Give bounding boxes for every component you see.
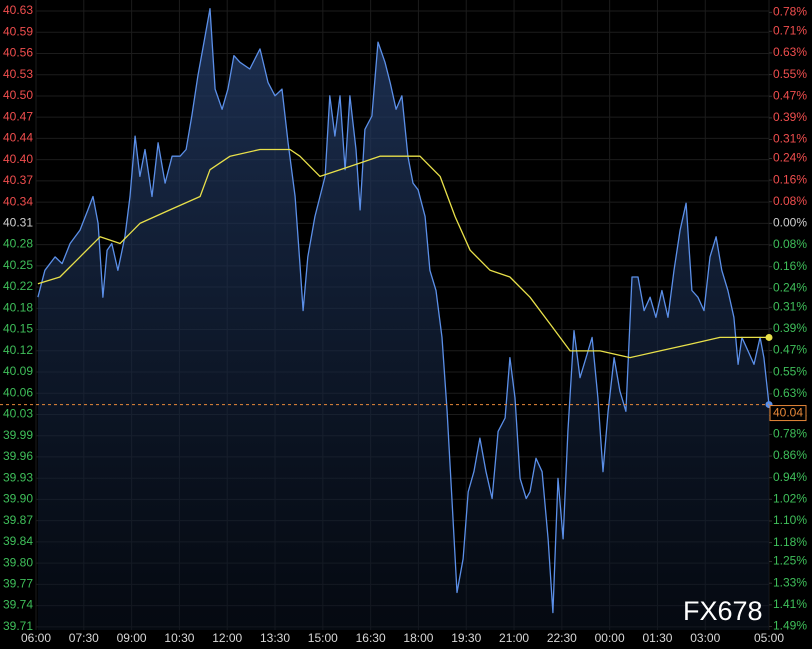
y-tick-label: 40.44 — [3, 131, 33, 145]
y-tick-label: 40.25 — [3, 258, 33, 272]
y-tick-label: 40.12 — [3, 343, 33, 357]
y-tick-label: 40.50 — [3, 88, 33, 102]
y2-tick-label: 0.71% — [773, 23, 807, 37]
y-tick-label: 40.31 — [3, 216, 33, 230]
line — [37, 148, 769, 359]
y2-tick-label: 0.08% — [773, 194, 807, 208]
y-tick-label: 40.53 — [3, 67, 33, 81]
x-tick-label: 05:00 — [754, 631, 784, 645]
y2-tick-label: 0.47% — [773, 343, 807, 357]
y2-tick-label: 0.39% — [773, 110, 807, 124]
y2-tick-label: 0.24% — [773, 280, 807, 294]
y2-tick-label: 0.16% — [773, 172, 807, 186]
y2-tick-label: 0.55% — [773, 364, 807, 378]
reference-label: 40.04 — [773, 406, 803, 420]
y-tick-label: 39.77 — [3, 577, 33, 591]
y2-tick-label: 0.94% — [773, 470, 807, 484]
x-tick-label: 22:30 — [547, 631, 577, 645]
y-tick-label: 40.56 — [3, 46, 33, 60]
reference-label-box — [769, 405, 807, 422]
y2-tick-label: 1.25% — [773, 554, 807, 568]
y2-tick-label: 0.78% — [773, 5, 807, 19]
y2-tick-label: 1.49% — [773, 619, 807, 633]
y-tick-label: 40.15 — [3, 322, 33, 336]
y-tick-label: 39.99 — [3, 428, 33, 442]
x-tick-label: 12:00 — [212, 631, 242, 645]
y2-tick-label: 1.02% — [773, 492, 807, 506]
area — [37, 8, 769, 631]
y-tick-label: 40.37 — [3, 173, 33, 187]
x-tick-label: 01:30 — [642, 631, 672, 645]
y-tick-label: 40.06 — [3, 385, 33, 399]
y2-tick-label: 0.63% — [773, 45, 807, 59]
y2-tick-label: 0.55% — [773, 67, 807, 81]
y2-tick-label: 0.86% — [773, 448, 807, 462]
y-tick-label: 39.80 — [3, 555, 33, 569]
y-tick-label: 40.22 — [3, 279, 33, 293]
y-tick-label: 40.47 — [3, 109, 33, 123]
y2-tick-label: 0.47% — [773, 88, 807, 102]
y-tick-label: 40.28 — [3, 237, 33, 251]
plot — [0, 7, 773, 631]
y-tick-label: 40.63 — [3, 3, 33, 17]
y2-tick-label: 0.31% — [773, 299, 807, 313]
end-point — [765, 333, 773, 341]
y2-tick-label: 0.78% — [773, 427, 807, 441]
x-tick-label: 07:30 — [69, 631, 99, 645]
y-tick-label: 39.87 — [3, 513, 33, 527]
y2-tick-label: 0.00% — [773, 216, 807, 230]
y-tick-label: 39.93 — [3, 470, 33, 484]
x-tick-label: 19:30 — [451, 631, 481, 645]
x-tick-label: 10:30 — [164, 631, 194, 645]
watermark: FX678 — [683, 596, 763, 626]
y-tick-label: 39.71 — [3, 619, 33, 633]
y-tick-label: 40.18 — [3, 300, 33, 314]
y2-tick-label: 0.24% — [773, 151, 807, 165]
y-tick-label: 40.03 — [3, 407, 33, 421]
y-tick-label: 40.34 — [3, 194, 33, 208]
y2-tick-label: 0.63% — [773, 386, 807, 400]
y2-tick-label: 1.18% — [773, 535, 807, 549]
x-tick-label: 03:00 — [690, 631, 720, 645]
y-tick-label: 40.09 — [3, 364, 33, 378]
x-tick-label: 15:00 — [308, 631, 338, 645]
y2-tick-label: 0.08% — [773, 237, 807, 251]
y2-tick-label: 0.39% — [773, 321, 807, 335]
y2-tick-label: 0.31% — [773, 132, 807, 146]
y2-tick-label: 1.33% — [773, 575, 807, 589]
x-tick-label: 09:00 — [117, 631, 147, 645]
y-tick-label: 40.40 — [3, 152, 33, 166]
x-tick-label: 06:00 — [21, 631, 51, 645]
y-tick-label: 39.84 — [3, 534, 33, 548]
x-tick-label: 21:00 — [499, 631, 529, 645]
y-tick-label: 40.59 — [3, 24, 33, 38]
x-tick-label: 18:00 — [403, 631, 433, 645]
y-tick-label: 39.96 — [3, 449, 33, 463]
x-tick-label: 13:30 — [260, 631, 290, 645]
y2-tick-label: 0.16% — [773, 259, 807, 273]
y2-tick-label: 1.41% — [773, 597, 807, 611]
x-tick-label: 16:30 — [356, 631, 386, 645]
x-tick-label: 00:00 — [595, 631, 625, 645]
y-tick-label: 39.90 — [3, 492, 33, 506]
line — [37, 7, 770, 614]
y-tick-label: 39.74 — [3, 598, 33, 612]
axes: 40.63 40.59 40.56 40.53 40.50 40.47 40.44 40.40… — [3, 3, 807, 645]
y2-tick-label: 1.10% — [773, 513, 807, 527]
